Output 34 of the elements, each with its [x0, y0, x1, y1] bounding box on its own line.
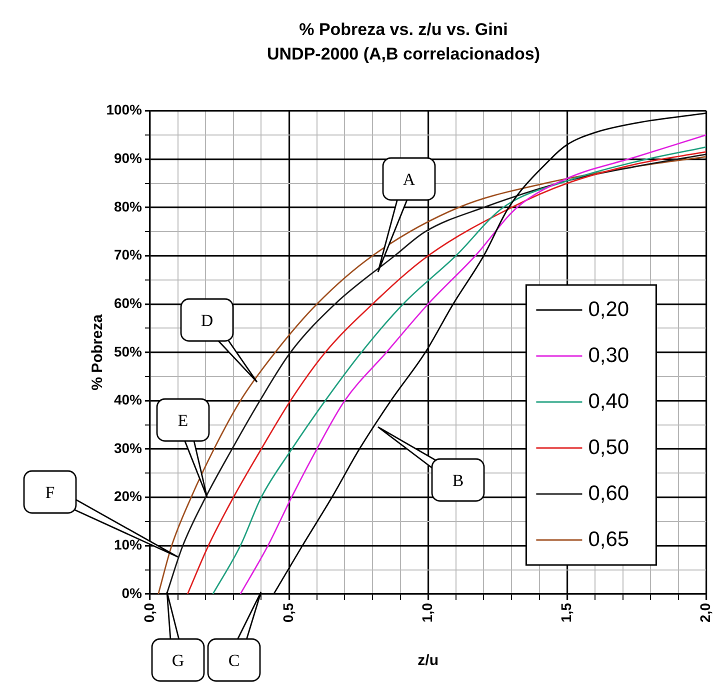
legend-label: 0,20: [588, 298, 630, 321]
x-tick-label: 1,5: [558, 602, 574, 622]
y-tick-label: 50%: [114, 343, 143, 360]
y-tick-label: 10%: [114, 536, 143, 553]
legend-label: 0,50: [588, 436, 630, 459]
x-tick-label: 1,0: [418, 602, 435, 622]
callout: E: [156, 398, 210, 498]
callout: B: [377, 426, 485, 502]
x-tick-label: 2,0: [697, 602, 714, 622]
annotation: D: [200, 311, 214, 330]
chart-subtitle: UNDP-2000 (A,B correlacionados): [266, 44, 540, 64]
x-axis-title: z/u: [418, 652, 439, 670]
y-tick-label: 20%: [114, 488, 143, 504]
annotation: E: [178, 411, 188, 430]
annotation: A: [402, 170, 416, 189]
y-tick-label: 70%: [114, 246, 143, 263]
y-tick-label: 100%: [106, 102, 143, 118]
callout: D: [180, 298, 258, 383]
legend-label: 0,40: [588, 390, 630, 413]
legend-label: 0,60: [588, 482, 630, 505]
x-tick-label: 0,5: [280, 602, 296, 622]
callout: C: [207, 591, 262, 682]
legend-label: 0,30: [588, 344, 630, 367]
y-tick-label: 90%: [114, 150, 143, 166]
callout: A: [377, 157, 436, 273]
y-tick-label: 0%: [122, 584, 143, 601]
y-tick-label: 30%: [114, 440, 143, 456]
legend-label: 0,65: [588, 528, 630, 551]
y-axis-title: % Pobreza: [89, 314, 106, 390]
chart-title: % Pobreza vs. z/u vs. Gini: [299, 20, 508, 39]
y-tick-label: 60%: [114, 294, 143, 311]
annotation: B: [452, 471, 464, 490]
y-tick-label: 80%: [114, 198, 143, 214]
y-tick-label: 40%: [114, 392, 143, 408]
